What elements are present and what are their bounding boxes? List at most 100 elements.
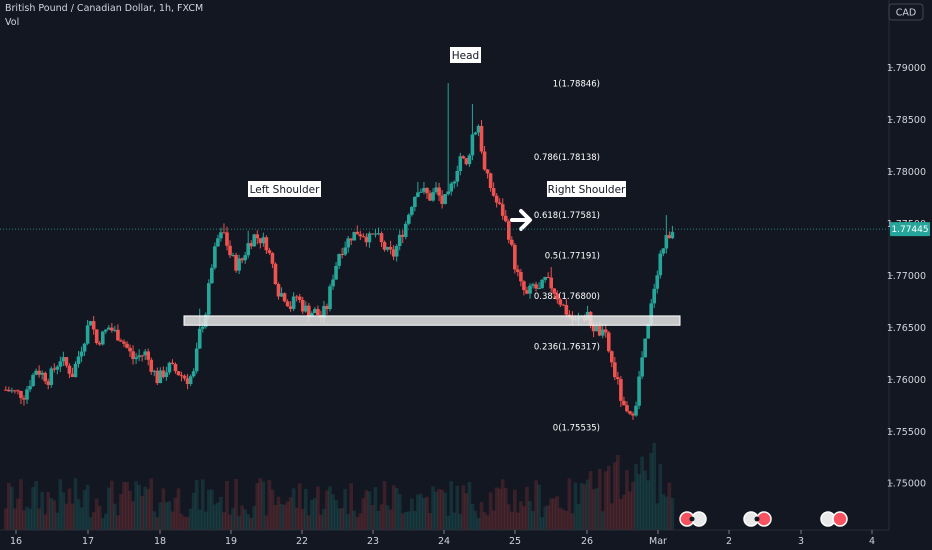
volume-bar	[513, 489, 517, 530]
candle-body	[43, 372, 47, 382]
candle-body	[313, 308, 317, 314]
candle-body	[513, 244, 517, 270]
economic-events[interactable]	[679, 511, 848, 527]
volume-bar	[458, 514, 463, 530]
volume-bar	[452, 512, 457, 530]
candle-body	[385, 246, 390, 250]
candle-body	[19, 391, 23, 399]
volume-bar	[137, 484, 141, 530]
volume-bar	[119, 493, 123, 530]
volume-bar	[70, 503, 75, 530]
candle-body	[510, 239, 514, 245]
time-axis[interactable]: 16 17 18 19 22 23 24 25 26 Mar 2 3 4	[0, 529, 889, 547]
volume-bar	[261, 481, 266, 530]
candle-body	[67, 365, 72, 374]
volume-bar	[622, 494, 626, 530]
volume-bar	[67, 488, 72, 530]
head-annotation[interactable]: Head	[450, 47, 481, 63]
volume-bar	[652, 442, 657, 530]
candle-body	[197, 328, 202, 349]
candle-body	[561, 304, 566, 306]
candle-body	[194, 348, 199, 372]
volume-bar	[470, 503, 475, 530]
volume-bar	[300, 509, 305, 530]
candle-body	[188, 376, 193, 384]
volume-bar	[516, 512, 520, 530]
candle-body	[213, 246, 217, 268]
candle-body	[391, 249, 396, 257]
neckline-zone[interactable]	[183, 315, 681, 326]
date-tick-label: 3	[798, 536, 804, 547]
candle-body	[649, 303, 653, 325]
volume-bar	[228, 514, 232, 530]
candle-body	[97, 343, 102, 345]
candle-body	[146, 351, 151, 360]
volume-bar	[603, 471, 608, 530]
currency-badge[interactable]: CAD	[888, 3, 924, 21]
volume-bars	[4, 442, 675, 530]
candle-body	[307, 305, 311, 317]
volume-bar	[552, 498, 557, 530]
candle-body	[167, 362, 172, 373]
volume-bar	[188, 508, 193, 530]
candle-body	[55, 366, 60, 370]
candle-body	[640, 357, 644, 377]
volume-bar	[103, 513, 108, 530]
volume-bar	[267, 480, 272, 530]
candle-body	[549, 277, 553, 289]
volume-bar	[16, 498, 20, 530]
volume-bar	[307, 515, 311, 530]
volume-bar	[391, 485, 396, 530]
volume-bar	[497, 488, 502, 530]
candle-body	[482, 151, 487, 170]
volume-bar	[19, 479, 23, 530]
candle-body	[270, 252, 275, 264]
volume-bar	[579, 483, 584, 530]
candle-body	[525, 290, 529, 294]
candle-body	[664, 235, 669, 249]
right-shoulder-annotation[interactable]: Right Shoulder	[547, 181, 626, 197]
volume-bar	[558, 507, 563, 530]
candle-body	[431, 192, 435, 201]
last-price-value: 1.77445	[891, 225, 928, 235]
candle-body	[4, 389, 8, 391]
candle-body	[406, 214, 411, 224]
volume-bar	[231, 508, 235, 530]
candle-body	[267, 250, 272, 253]
volume-bar	[340, 508, 344, 530]
volume-bar	[52, 500, 57, 530]
volume-bar	[355, 517, 360, 530]
volume-bar	[564, 510, 569, 530]
volume-bar	[670, 497, 675, 530]
candle-body	[616, 377, 620, 380]
candle-body	[476, 125, 481, 133]
candle-body	[158, 370, 163, 384]
volume-bar	[310, 499, 314, 530]
volume-bar	[425, 496, 429, 530]
volume-bar	[276, 496, 281, 530]
volume-bar	[207, 489, 211, 530]
candle-body	[134, 357, 138, 360]
volume-bar	[567, 478, 572, 530]
price-axis[interactable]: 1.790001.785001.780001.775001.770001.765…	[887, 0, 932, 550]
candle-body	[294, 296, 299, 298]
volume-bar	[406, 511, 411, 530]
left-shoulder-annotation[interactable]: Left Shoulder	[248, 181, 321, 197]
volume-bar	[403, 512, 408, 530]
volume-bar	[476, 517, 481, 530]
volume-bar	[325, 490, 329, 530]
candle-body	[394, 246, 399, 257]
volume-bar	[616, 455, 620, 530]
volume-bar	[585, 479, 590, 530]
candle-body	[552, 288, 557, 294]
candle-body	[107, 327, 111, 330]
candle-body	[122, 341, 126, 344]
candle-body	[400, 234, 405, 237]
volume-bar	[376, 510, 381, 530]
candle-body	[237, 258, 241, 271]
volume-bar	[79, 507, 84, 530]
volume-bar	[610, 503, 614, 530]
candle-body	[346, 238, 350, 248]
candle-body	[622, 400, 626, 406]
